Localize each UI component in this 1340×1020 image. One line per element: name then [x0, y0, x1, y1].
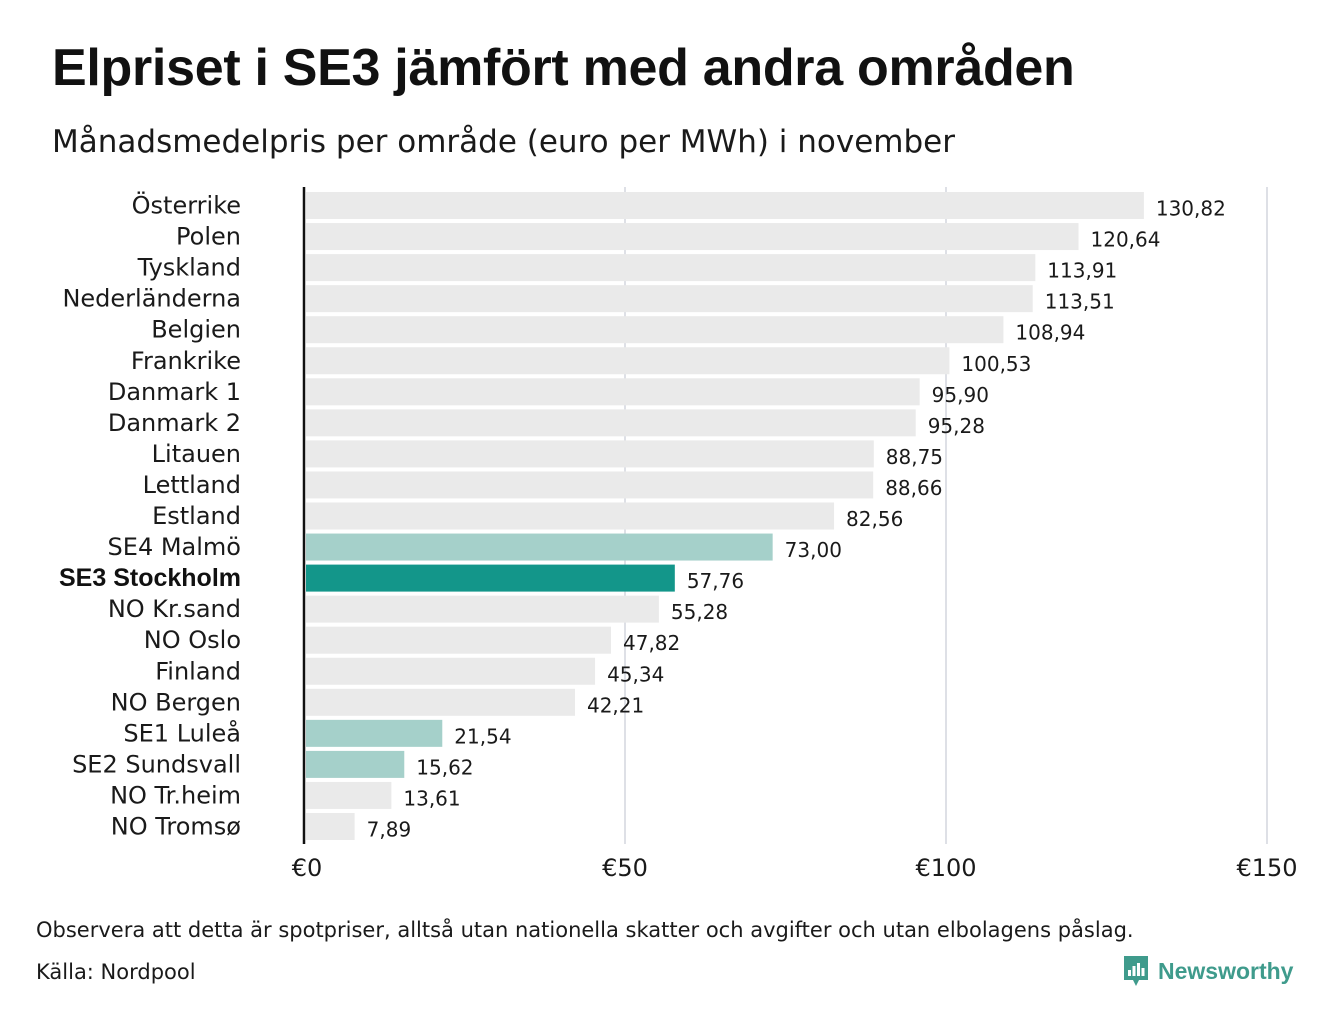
bar [306, 813, 355, 840]
bar [306, 533, 773, 561]
bar-chart-speech-bubble-icon [1124, 956, 1148, 986]
value-label: 82,56 [846, 507, 903, 531]
bar [306, 285, 1033, 313]
bar [306, 471, 874, 499]
chart-title: Elpriset i SE3 jämfört med andra områden [52, 39, 1075, 97]
bar [306, 781, 392, 809]
value-label: 113,91 [1047, 259, 1117, 283]
value-label: 120,64 [1091, 228, 1161, 252]
category-label: Litauen [152, 440, 241, 468]
category-label: Polen [176, 223, 241, 251]
category-label: SE1 Luleå [123, 718, 241, 747]
value-label: 7,89 [367, 818, 412, 842]
newsworthy-logo: Newsworthy [1122, 954, 1293, 988]
value-label: 108,94 [1015, 321, 1085, 345]
category-label: NO Tr.heim [110, 781, 241, 809]
category-label: Estland [152, 502, 241, 530]
category-label: NO Kr.sand [108, 595, 241, 623]
category-label: Österrike [132, 191, 241, 220]
brand-name: Newsworthy [1158, 957, 1294, 984]
category-label: Tyskland [137, 254, 241, 282]
category-label: NO Bergen [111, 688, 241, 716]
value-labels: 130,82 120,64 113,91 113,51 108,94 100,53 95,9… [367, 197, 1226, 842]
category-label: SE2 Sundsvall [72, 750, 241, 778]
bar [306, 688, 575, 716]
bar [306, 657, 596, 685]
value-label: 15,62 [416, 755, 473, 779]
bar [306, 719, 443, 747]
bar [306, 409, 916, 437]
value-label: 21,54 [454, 724, 511, 748]
category-label: SE4 Malmö [108, 533, 241, 561]
category-label: Finland [155, 657, 241, 685]
category-label: Danmark 1 [108, 378, 241, 406]
chart-subtitle: Månadsmedelpris per område (euro per MWh… [52, 124, 955, 160]
x-tick-label: €100 [915, 854, 976, 882]
value-label: 88,75 [886, 445, 943, 469]
bar [306, 254, 1036, 282]
x-tick-label: €150 [1236, 854, 1297, 882]
bar [306, 440, 874, 468]
value-label: 55,28 [671, 600, 728, 624]
value-label: 57,76 [687, 569, 744, 593]
bar [306, 223, 1079, 251]
value-label: 88,66 [885, 476, 942, 500]
bar-chart: Österrike Polen Tyskland Nederländerna Belgi… [59, 187, 1298, 882]
bars [306, 192, 1144, 840]
footnote: Observera att detta är spotpriser, allts… [36, 918, 1134, 942]
x-tick-label: €50 [602, 854, 648, 882]
source-note: Källa: Nordpool [36, 960, 196, 984]
bar [306, 564, 675, 592]
bar [306, 378, 920, 406]
category-label: Lettland [143, 471, 241, 499]
category-label: SE3 Stockholm [59, 564, 241, 592]
value-label: 95,90 [932, 383, 989, 407]
bar [306, 750, 405, 778]
category-labels: Österrike Polen Tyskland Nederländerna Belgi… [59, 191, 241, 841]
value-label: 47,82 [623, 631, 680, 655]
bar [306, 347, 950, 375]
x-axis-ticks: €0 €50 €100 €150 [292, 854, 1298, 882]
category-label: Nederländerna [62, 285, 241, 313]
value-label: 95,28 [928, 414, 985, 438]
bar [306, 595, 659, 623]
x-tick-label: €0 [292, 854, 323, 882]
bar [306, 626, 612, 654]
value-label: 45,34 [607, 662, 664, 686]
bar [306, 316, 1004, 344]
bar [306, 502, 835, 530]
bar [306, 192, 1144, 219]
value-label: 113,51 [1045, 290, 1115, 314]
value-label: 13,61 [403, 786, 460, 810]
category-label: Belgien [151, 316, 241, 344]
value-label: 42,21 [587, 693, 644, 717]
category-label: Frankrike [131, 347, 241, 375]
category-label: NO Tromsø [111, 813, 241, 841]
value-label: 100,53 [961, 352, 1031, 376]
value-label: 130,82 [1156, 197, 1226, 221]
category-label: Danmark 2 [108, 409, 241, 437]
category-label: NO Oslo [144, 626, 241, 654]
value-label: 73,00 [785, 538, 842, 562]
